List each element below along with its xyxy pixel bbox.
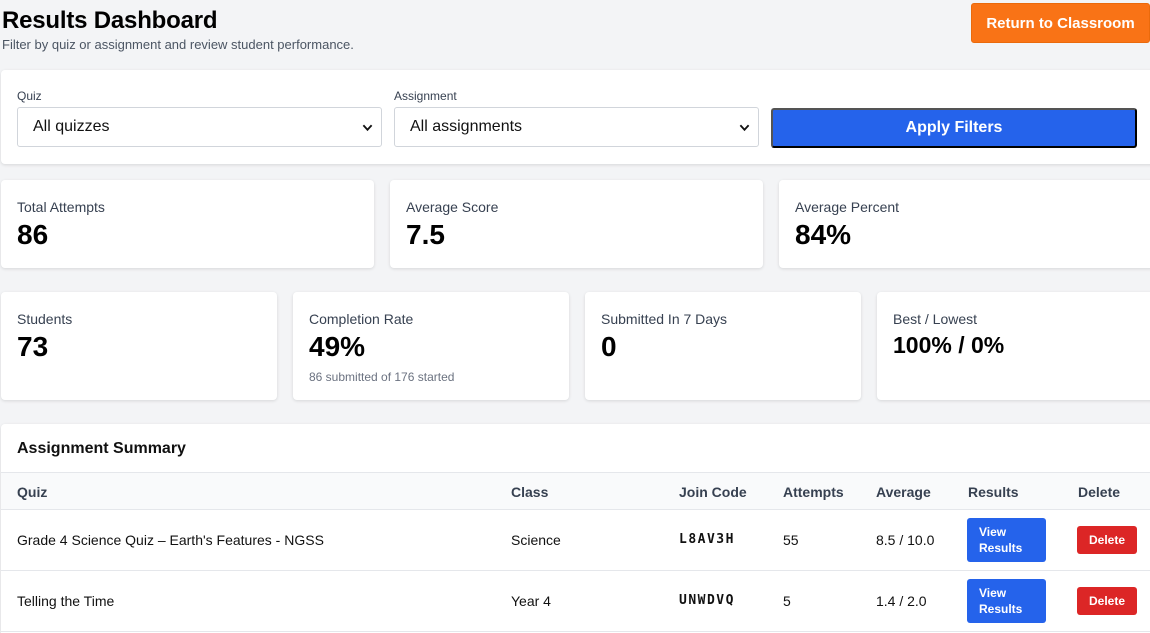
stat-card-students: Students 73 [1, 292, 277, 400]
column-header-join-code: Join Code [679, 484, 747, 500]
stat-label: Average Percent [795, 199, 900, 215]
cell-class: Year 4 [511, 593, 551, 609]
assignment-summary-card: Assignment Summary Quiz Class Join Code … [1, 424, 1150, 633]
cell-join-code: UNWDVQ [679, 593, 735, 608]
stat-label: Average Score [406, 199, 499, 215]
column-header-average: Average [876, 484, 931, 500]
cell-average: 8.5 / 10.0 [876, 532, 935, 548]
view-results-button[interactable]: View Results [967, 579, 1046, 623]
stat-value: 0 [601, 331, 617, 362]
stat-value: 100% / 0% [893, 332, 1005, 358]
cell-join-code: L8AV3H [679, 532, 735, 547]
page-header: Results Dashboard Filter by quiz or assi… [2, 6, 354, 52]
summary-title: Assignment Summary [17, 440, 186, 457]
column-header-delete: Delete [1078, 484, 1121, 500]
stat-card-submitted-7-days: Submitted In 7 Days 0 [585, 292, 861, 400]
stat-label: Total Attempts [17, 199, 105, 215]
cell-quiz: Grade 4 Science Quiz – Earth's Features … [17, 532, 324, 548]
page-title: Results Dashboard [2, 7, 218, 34]
stat-label: Students [17, 311, 73, 327]
table-row: Telling the Time Year 4 UNWDVQ 5 1.4 / 2… [1, 571, 1150, 632]
delete-button[interactable]: Delete [1077, 587, 1137, 615]
quiz-select[interactable]: All quizzes [17, 107, 382, 147]
view-results-label-line2: Results [979, 541, 1023, 555]
cell-class: Science [511, 532, 561, 548]
delete-button[interactable]: Delete [1077, 526, 1137, 554]
view-results-label-line1: View [979, 586, 1007, 600]
cell-attempts: 55 [783, 532, 799, 548]
stat-value: 84% [795, 219, 852, 250]
view-results-button[interactable]: View Results [967, 518, 1046, 562]
stat-value: 73 [17, 331, 49, 362]
cell-average: 1.4 / 2.0 [876, 593, 927, 609]
stat-card-total-attempts: Total Attempts 86 [1, 180, 374, 268]
view-results-label-line2: Results [979, 602, 1023, 616]
stat-value: 7.5 [406, 219, 445, 250]
stat-label: Completion Rate [309, 311, 414, 327]
filters-card: Quiz All quizzes Assignment All assignme… [1, 70, 1150, 164]
cell-quiz: Telling the Time [17, 593, 115, 609]
chevron-down-icon [362, 124, 373, 132]
assignment-filter-label: Assignment [394, 89, 457, 103]
stat-card-average-percent: Average Percent 84% [779, 180, 1150, 268]
stat-card-completion-rate: Completion Rate 49% 86 submitted of 176 … [293, 292, 569, 400]
stat-note: 86 submitted of 176 started [309, 370, 455, 384]
stat-value: 49% [309, 331, 366, 362]
cell-attempts: 5 [783, 593, 791, 609]
column-header-quiz: Quiz [17, 484, 48, 500]
stat-value: 86 [17, 219, 49, 250]
column-header-results: Results [968, 484, 1019, 500]
stat-label: Submitted In 7 Days [601, 311, 728, 327]
return-to-classroom-button[interactable]: Return to Classroom [971, 3, 1150, 43]
stat-label: Best / Lowest [893, 311, 978, 327]
page-subtitle: Filter by quiz or assignment and review … [2, 37, 354, 52]
view-results-label-line1: View [979, 525, 1007, 539]
stat-card-average-score: Average Score 7.5 [390, 180, 763, 268]
table-row: Grade 4 Science Quiz – Earth's Features … [1, 510, 1150, 571]
quiz-filter-label: Quiz [17, 89, 42, 103]
assignment-select-value: All assignments [410, 118, 523, 135]
stat-card-best-lowest: Best / Lowest 100% / 0% [877, 292, 1150, 400]
column-header-class: Class [511, 484, 549, 500]
apply-filters-button[interactable]: Apply Filters [771, 108, 1137, 148]
table-header: Quiz Class Join Code Attempts Average Re… [1, 472, 1150, 510]
quiz-select-value: All quizzes [33, 118, 110, 135]
column-header-attempts: Attempts [783, 484, 844, 500]
chevron-down-icon [739, 124, 750, 132]
assignment-select[interactable]: All assignments [394, 107, 759, 147]
